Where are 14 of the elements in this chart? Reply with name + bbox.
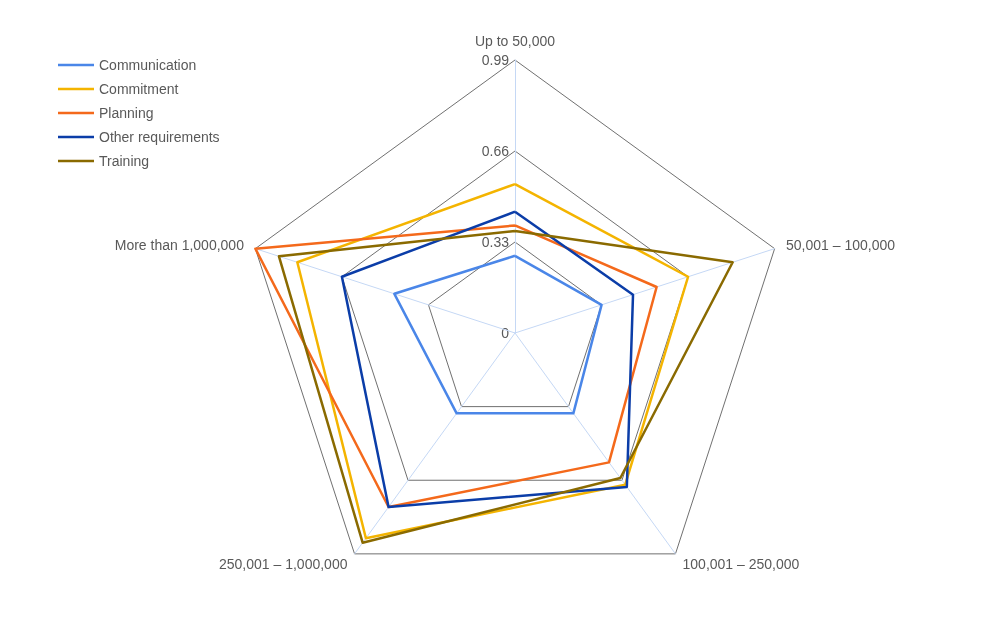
legend-label: Communication (99, 57, 197, 73)
y-tick-label: 0.66 (481, 143, 510, 159)
legend-label: Training (99, 153, 150, 169)
y-tick-label: 0 (501, 325, 510, 341)
y-tick-label: 0.99 (481, 52, 510, 68)
y-tick-label: 0.33 (481, 234, 510, 250)
spoke-label: 250,001 – 1,000,000 (219, 555, 348, 572)
legend-label: Commitment (99, 81, 179, 97)
spoke-label: 50,001 – 100,000 (786, 236, 896, 253)
spoke-label: 100,001 – 250,000 (682, 555, 800, 572)
legend-label: Planning (99, 105, 154, 121)
legend-label: Other requirements (99, 129, 220, 145)
spoke-label: More than 1,000,000 (114, 236, 245, 253)
spoke-label: Up to 50,000 (474, 33, 556, 49)
